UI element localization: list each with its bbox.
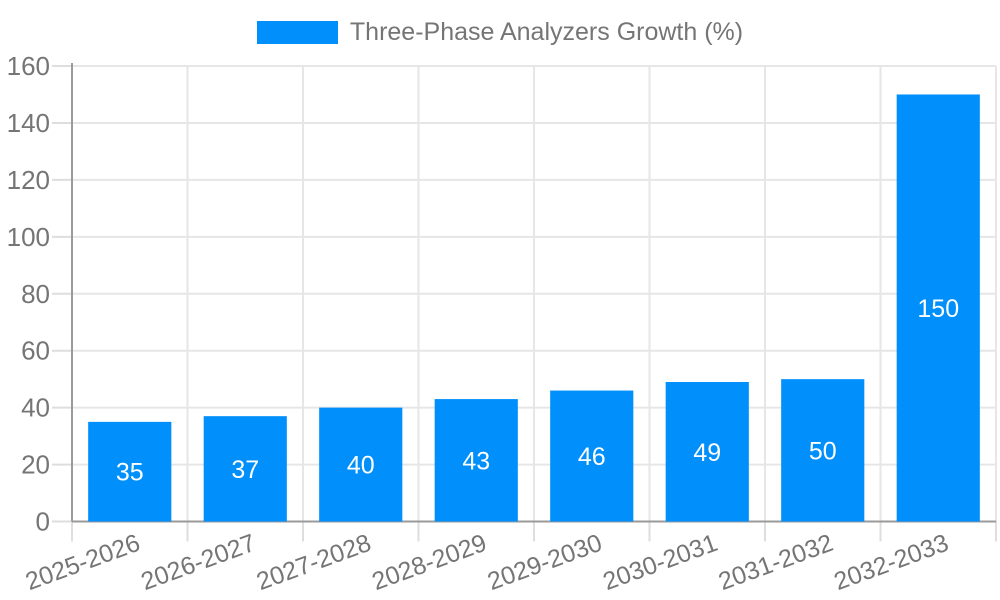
y-axis-tick-label: 60	[21, 336, 50, 366]
bar-2029-2030[interactable]	[550, 390, 634, 522]
bar-value-label: 35	[116, 459, 144, 487]
y-axis-tick-label: 20	[21, 450, 50, 480]
bar-value-label: 46	[578, 443, 606, 471]
bar-value-label: 49	[693, 439, 721, 467]
y-axis-tick-label: 140	[7, 108, 50, 138]
legend-label: Three-Phase Analyzers Growth (%)	[349, 18, 744, 46]
y-axis-tick-label: 40	[21, 393, 50, 423]
bar-value-label: 40	[347, 452, 375, 480]
y-axis-tick-label: 160	[7, 51, 50, 81]
bar-2027-2028[interactable]	[319, 407, 403, 522]
x-axis-tick-label: 2032-2033	[830, 529, 952, 596]
y-axis-tick-label: 80	[21, 279, 50, 309]
bar-2031-2032[interactable]	[781, 379, 865, 522]
x-axis-tick-label: 2027-2028	[253, 529, 375, 596]
legend[interactable]: Three-Phase Analyzers Growth (%)	[0, 18, 1000, 47]
y-axis-tick-label: 0	[36, 507, 50, 537]
bar-2032-2033[interactable]	[896, 94, 980, 522]
y-axis-tick-label: 100	[7, 222, 50, 252]
bar-2030-2031[interactable]	[665, 382, 749, 522]
bar-value-label: 37	[231, 456, 259, 484]
bar-value-label: 50	[809, 437, 837, 465]
y-axis-tick-label: 120	[7, 165, 50, 195]
bar-2028-2029[interactable]	[434, 399, 518, 522]
x-axis-tick-label: 2031-2032	[715, 529, 837, 596]
legend-swatch	[256, 21, 338, 44]
x-axis-tick-label: 2025-2026	[22, 529, 144, 596]
bar-value-label: 150	[917, 295, 959, 323]
bar-value-label: 43	[462, 447, 490, 475]
x-axis-tick-label: 2030-2031	[599, 529, 721, 596]
x-axis-tick-label: 2028-2029	[368, 529, 490, 596]
bar-2025-2026[interactable]	[88, 421, 172, 522]
x-axis-tick-label: 2026-2027	[137, 529, 259, 596]
x-axis-tick-label: 2029-2030	[484, 529, 606, 596]
bar-2026-2027[interactable]	[203, 416, 287, 522]
